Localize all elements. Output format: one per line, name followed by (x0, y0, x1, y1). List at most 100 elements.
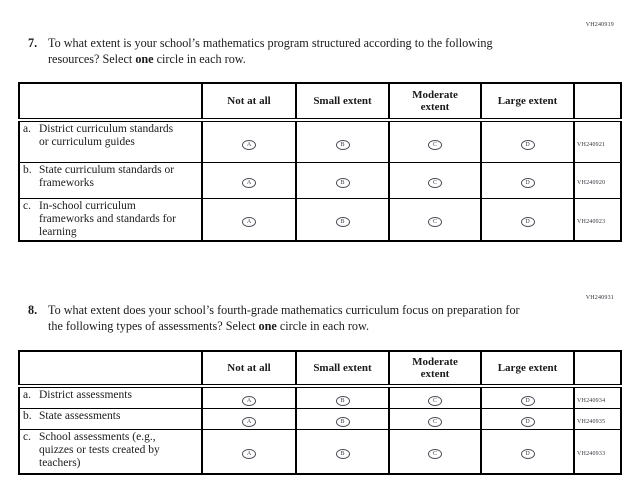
answer-cell-large-extent: D (480, 385, 575, 409)
answer-bubble-b[interactable]: B (335, 217, 350, 227)
question-7-text: To what extent is your school’s mathemat… (48, 36, 526, 67)
answer-bubble-c[interactable]: C (428, 139, 442, 150)
answer-bubble-b[interactable]: B (335, 396, 350, 406)
table-row: b. State curriculum standards or framewo… (18, 161, 622, 199)
answer-cell-not-at-all: A (201, 119, 297, 163)
answer-bubble-a[interactable]: A (242, 449, 256, 460)
row-label: School assessments (e.g., quizzes or tes… (39, 431, 160, 469)
item-code: VH240935 (577, 419, 606, 425)
row-label: State assessments (39, 410, 121, 422)
answer-cell-small-extent: B (295, 385, 390, 409)
answer-bubble-b[interactable]: B (335, 139, 350, 150)
row-letter: b. (23, 410, 32, 422)
row-code-cell: VH240935 (573, 408, 622, 430)
answer-cell-small-extent: B (295, 408, 390, 430)
question-7-table: Not at all Small extent Moderate extent … (18, 82, 622, 242)
row-label-cell: b. State curriculum standards or framewo… (18, 161, 203, 199)
question-8-number: 8. (28, 303, 38, 317)
accession-code-q7: VH240919 (585, 22, 614, 28)
row-label-cell: b. State assessments (18, 408, 203, 430)
row-label: State curriculum standards or frameworks (39, 163, 175, 189)
answer-bubble-d[interactable]: D (520, 417, 535, 427)
question-7-number: 7. (28, 36, 38, 50)
answer-bubble-a[interactable]: A (242, 217, 256, 227)
item-code: VH240923 (577, 219, 606, 225)
answer-bubble-d[interactable]: D (520, 396, 535, 406)
row-label: District curriculum standards or curricu… (39, 123, 174, 148)
header-moderate-extent: Moderate extent (388, 350, 482, 388)
answer-bubble-d[interactable]: D (520, 449, 535, 460)
answer-bubble-b[interactable]: B (335, 178, 350, 188)
answer-bubble-d[interactable]: D (520, 217, 535, 227)
table-row: c. In-school curriculum frameworks and s… (18, 197, 622, 241)
item-code: VH240921 (577, 141, 606, 148)
question-8-text: To what extent does your school’s fourth… (48, 303, 526, 334)
table-header-row: Not at all Small extent Moderate extent … (18, 82, 622, 122)
answer-bubble-c[interactable]: C (428, 396, 442, 406)
question-8-text-bold: one (258, 318, 277, 333)
row-letter: c. (23, 431, 31, 443)
header-code-cell (573, 82, 622, 122)
row-letter: a. (23, 123, 31, 135)
answer-bubble-d[interactable]: D (520, 178, 535, 188)
row-label-cell: c. School assessments (e.g., quizzes or … (18, 429, 203, 474)
row-code-cell: VH240920 (573, 161, 622, 199)
question-8-text-part2: circle in each row. (276, 318, 370, 333)
question-7-text-part2: circle in each row. (153, 51, 246, 66)
row-letter: b. (23, 163, 32, 176)
row-letter: c. (23, 199, 31, 212)
answer-bubble-a[interactable]: A (242, 139, 256, 150)
answer-cell-not-at-all: A (201, 385, 297, 409)
item-code: VH240920 (577, 180, 606, 186)
row-code-cell: VH240921 (573, 119, 622, 163)
header-small-extent: Small extent (295, 350, 390, 388)
header-moderate-extent: Moderate extent (388, 82, 482, 122)
answer-cell-large-extent: D (480, 161, 575, 199)
answer-bubble-d[interactable]: D (520, 139, 535, 150)
header-corner-cell (18, 82, 203, 122)
question-8-text-part1: To what extent does your school’s fourth… (48, 303, 520, 333)
header-code-cell (573, 350, 622, 388)
item-code: VH240933 (577, 451, 606, 458)
answer-cell-small-extent: B (295, 429, 390, 474)
answer-bubble-c[interactable]: C (428, 449, 442, 460)
answer-bubble-a[interactable]: A (242, 417, 256, 427)
answer-cell-not-at-all: A (201, 197, 297, 241)
answer-cell-moderate-extent: C (388, 408, 482, 430)
row-label-cell: a. District assessments (18, 385, 203, 409)
answer-bubble-c[interactable]: C (428, 417, 442, 427)
row-label-cell: c. In-school curriculum frameworks and s… (18, 197, 203, 241)
header-not-at-all: Not at all (201, 82, 297, 122)
answer-cell-moderate-extent: C (388, 197, 482, 241)
question-8-table: Not at all Small extent Moderate extent … (18, 350, 622, 475)
answer-cell-small-extent: B (295, 119, 390, 163)
answer-bubble-a[interactable]: A (242, 396, 256, 406)
row-code-cell: VH240934 (573, 385, 622, 409)
answer-cell-not-at-all: A (201, 408, 297, 430)
answer-bubble-b[interactable]: B (335, 417, 350, 427)
table-row: b. State assessments A B C D VH240935 (18, 408, 622, 430)
question-7-text-part1: To what extent is your school’s mathemat… (48, 36, 493, 66)
row-code-cell: VH240923 (573, 197, 622, 241)
row-code-cell: VH240933 (573, 429, 622, 474)
answer-cell-moderate-extent: C (388, 429, 482, 474)
answer-cell-not-at-all: A (201, 429, 297, 474)
answer-cell-moderate-extent: C (388, 161, 482, 199)
table-header-row: Not at all Small extent Moderate extent … (18, 350, 622, 388)
answer-cell-large-extent: D (480, 197, 575, 241)
answer-cell-moderate-extent: C (388, 385, 482, 409)
header-corner-cell (18, 350, 203, 388)
question-7-text-bold: one (135, 51, 154, 66)
header-small-extent: Small extent (295, 82, 390, 122)
header-not-at-all: Not at all (201, 350, 297, 388)
row-label-cell: a. District curriculum standards or curr… (18, 119, 203, 163)
answer-bubble-c[interactable]: C (428, 217, 442, 227)
header-large-extent: Large extent (480, 350, 575, 388)
answer-bubble-b[interactable]: B (335, 449, 350, 460)
answer-bubble-a[interactable]: A (242, 178, 256, 188)
table-row: a. District assessments A B C D VH240934 (18, 385, 622, 409)
item-code: VH240934 (577, 398, 606, 404)
answer-cell-small-extent: B (295, 161, 390, 199)
row-letter: a. (23, 389, 31, 401)
answer-bubble-c[interactable]: C (428, 178, 442, 188)
